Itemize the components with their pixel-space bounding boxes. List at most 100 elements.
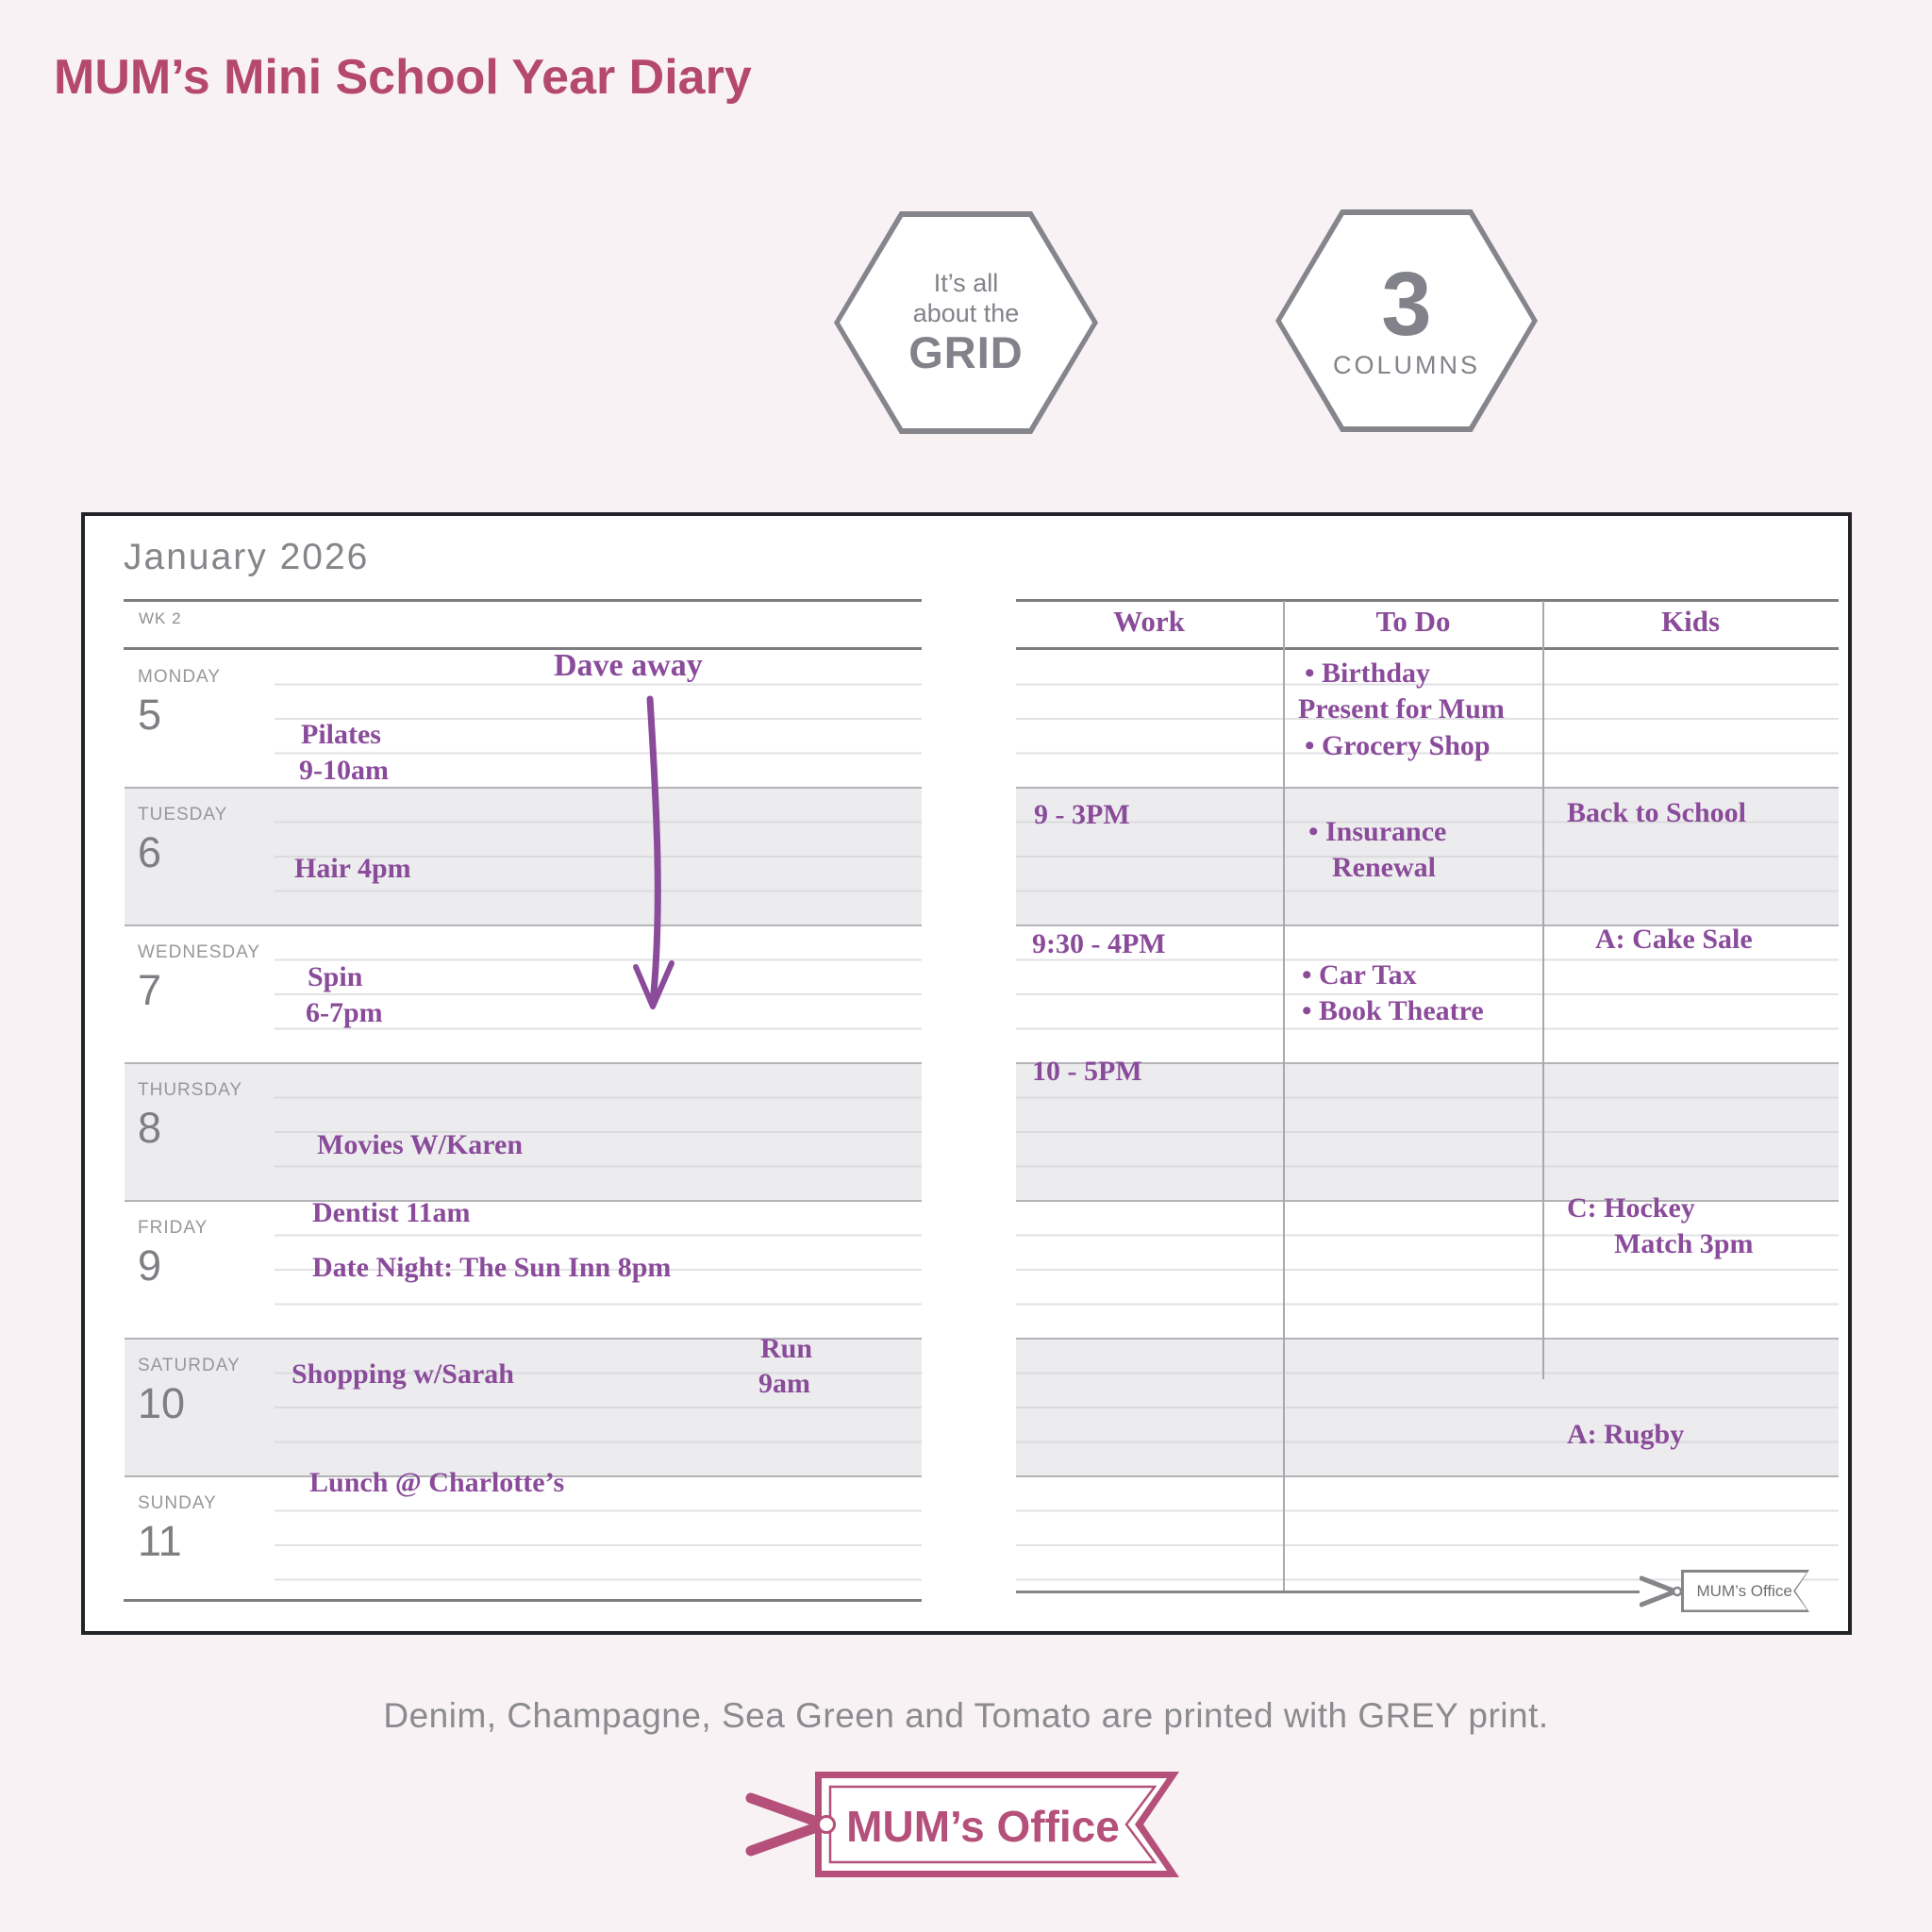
day-number: 11 xyxy=(138,1517,182,1565)
day-number: 9 xyxy=(138,1241,162,1290)
handwritten-entry: C: Hockey xyxy=(1567,1192,1695,1224)
ruled-lines xyxy=(1016,651,1839,787)
column-header-work: Work xyxy=(1113,605,1185,638)
columns-badge-hexagon: 3 COLUMNS xyxy=(1275,209,1538,432)
grid-badge-line2: about the xyxy=(912,299,1020,328)
handwritten-entry: Hair 4pm xyxy=(294,853,411,884)
ruled-lines xyxy=(275,651,922,787)
columns-badge-label: COLUMNS xyxy=(1332,351,1480,380)
ruled-lines xyxy=(1016,1064,1839,1200)
day-row-thursday: THURSDAY 8 xyxy=(125,1064,922,1202)
footer-note: Denim, Champagne, Sea Green and Tomato a… xyxy=(383,1696,1549,1735)
ruled-lines xyxy=(1016,1340,1839,1475)
handwritten-entry: Lunch @ Charlotte’s xyxy=(309,1467,565,1498)
handwritten-entry: • Grocery Shop xyxy=(1305,730,1491,761)
handwritten-entry: Movies W/Karen xyxy=(317,1129,524,1160)
handwritten-entry: 9:30 - 4PM xyxy=(1032,928,1166,959)
handwritten-entry: Renewal xyxy=(1332,852,1436,883)
month-title: January 2026 xyxy=(124,537,370,577)
right-rows xyxy=(1016,651,1839,1603)
handwritten-entry: • Birthday xyxy=(1305,658,1431,689)
logo-string-icon xyxy=(745,1792,830,1857)
day-row-monday: MONDAY 5 xyxy=(125,651,922,789)
page-title: MUM’s Mini School Year Diary xyxy=(54,50,752,105)
day-number: 8 xyxy=(138,1104,162,1152)
handwritten-entry: A: Rugby xyxy=(1567,1419,1685,1450)
grid-row-wednesday xyxy=(1016,926,1839,1064)
left-page-top-rule xyxy=(124,599,922,602)
day-row-saturday: SATURDAY 10 xyxy=(125,1340,922,1477)
logo-text: MUM’s Office xyxy=(846,1802,1120,1851)
logo-tag-hole-icon xyxy=(817,1815,836,1834)
day-number: 10 xyxy=(138,1379,186,1427)
handwritten-entry: Run xyxy=(760,1333,813,1364)
left-rows: MONDAY 5 TUESDAY 6 WEDNESDAY 7 THURSDAY 8 FRIDAY… xyxy=(125,651,922,1603)
right-page-header-rule xyxy=(1016,647,1839,650)
handwritten-entry: Pilates xyxy=(301,719,381,750)
handwritten-entry: 6-7pm xyxy=(306,997,383,1028)
ruled-lines xyxy=(1016,1202,1839,1338)
handwritten-entry: 10 - 5PM xyxy=(1032,1056,1142,1087)
day-name-label: MONDAY xyxy=(138,667,221,687)
handwritten-entry: A: Cake Sale xyxy=(1595,924,1753,955)
day-name-label: WEDNESDAY xyxy=(138,942,261,962)
day-row-friday: FRIDAY 9 xyxy=(125,1202,922,1340)
handwritten-entry: 9-10am xyxy=(299,755,389,786)
handwritten-entry: 9 - 3PM xyxy=(1034,799,1130,830)
day-row-tuesday: TUESDAY 6 xyxy=(125,789,922,926)
day-name-label: THURSDAY xyxy=(138,1080,243,1100)
handwritten-entry: • Book Theatre xyxy=(1302,995,1484,1026)
right-page-bottom-rule xyxy=(1016,1591,1640,1593)
grid-badge-line1: It’s all xyxy=(933,269,999,298)
ruled-lines xyxy=(1016,926,1839,1062)
handwritten-entry: Shopping w/Sarah xyxy=(291,1358,514,1390)
grid-row-friday xyxy=(1016,1202,1839,1340)
week-number-label: WK 2 xyxy=(139,609,182,627)
ruled-lines xyxy=(275,1477,922,1603)
day-name-label: SATURDAY xyxy=(138,1356,241,1375)
corner-brand-tag: MUM’s Office xyxy=(1681,1570,1809,1612)
ruled-lines xyxy=(1016,789,1839,924)
grid-row-saturday xyxy=(1016,1340,1839,1477)
column-divider-work-todo xyxy=(1283,601,1285,1592)
mums-office-logo: MUM’s Office xyxy=(745,1772,1179,1877)
day-row-wednesday: WEDNESDAY 7 xyxy=(125,926,922,1064)
grid-badge-hexagon: It’s all about the GRID xyxy=(834,211,1098,434)
handwritten-entry: Spin xyxy=(308,961,363,992)
columns-badge-number: 3 xyxy=(1381,253,1432,355)
ruled-lines xyxy=(275,926,922,1062)
handwritten-entry: Match 3pm xyxy=(1614,1228,1754,1259)
column-header-kids: Kids xyxy=(1660,605,1721,638)
corner-brand-tag-label: MUM’s Office xyxy=(1683,1572,1807,1610)
left-page-bottom-rule xyxy=(124,1599,922,1602)
handwritten-entry: Date Night: The Sun Inn 8pm xyxy=(312,1252,672,1283)
handwritten-entry: Dave away xyxy=(554,648,703,683)
handwritten-entry: Present for Mum xyxy=(1298,693,1505,724)
grid-row-thursday xyxy=(1016,1064,1839,1202)
column-header-to-do: To Do xyxy=(1375,605,1451,638)
column-divider-todo-kids xyxy=(1542,601,1544,1379)
diary-spread-card: January 2026 WK 2 MONDAY 5 TUESDAY 6 WEDNESD… xyxy=(81,512,1852,1635)
dave-away-arrow-icon xyxy=(633,695,675,1009)
handwritten-entry: • Insurance xyxy=(1308,816,1447,847)
corner-tag-string-icon xyxy=(1640,1575,1683,1607)
day-number: 6 xyxy=(138,828,162,876)
day-name-label: TUESDAY xyxy=(138,805,228,824)
day-number: 7 xyxy=(138,966,162,1014)
left-page-header-rule xyxy=(124,647,922,650)
day-row-sunday: SUNDAY 11 xyxy=(125,1477,922,1603)
ruled-lines xyxy=(275,1202,922,1338)
day-name-label: SUNDAY xyxy=(138,1493,217,1513)
day-number: 5 xyxy=(138,691,162,739)
ruled-lines xyxy=(275,1340,922,1475)
handwritten-entry: Back to School xyxy=(1567,797,1747,828)
day-name-label: FRIDAY xyxy=(138,1218,208,1238)
handwritten-entry: • Car Tax xyxy=(1302,959,1417,991)
handwritten-entry: 9am xyxy=(758,1368,810,1399)
grid-row-tuesday xyxy=(1016,789,1839,926)
grid-row-monday xyxy=(1016,651,1839,789)
ruled-lines xyxy=(275,1064,922,1200)
grid-badge-word: GRID xyxy=(908,327,1024,378)
right-page-top-rule xyxy=(1016,599,1839,602)
